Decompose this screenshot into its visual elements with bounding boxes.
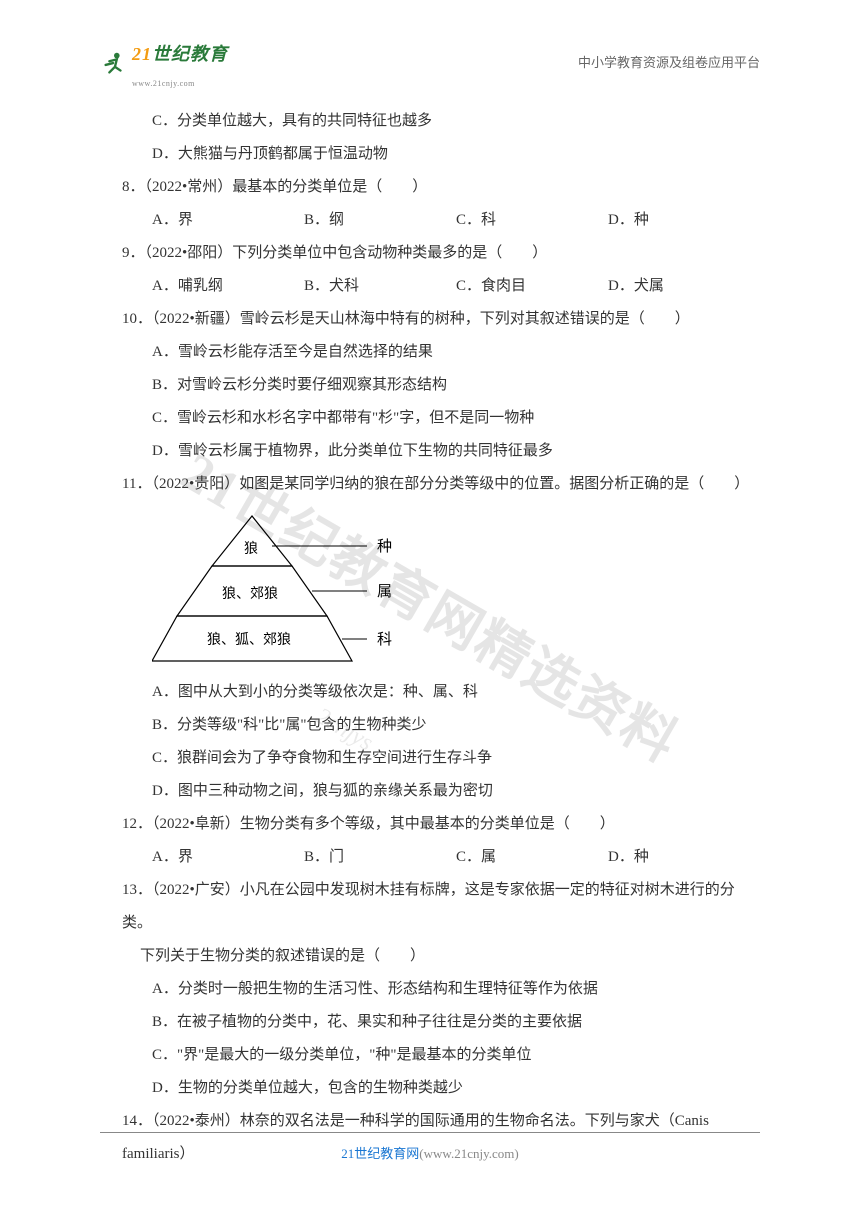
pyramid-l2-label: 属 xyxy=(377,584,392,600)
q7-option-c: C．分类单位越大，具有的共同特征也越多 xyxy=(110,105,760,138)
footer-site: 21世纪教育网 xyxy=(341,1146,419,1161)
q12-options: A．界 B．门 C．属 D．种 xyxy=(110,841,760,874)
q9-options: A．哺乳纲 B．犬科 C．食肉目 D．犬属 xyxy=(110,270,760,303)
q12-option-a: A．界 xyxy=(152,841,304,874)
q13-option-a: A．分类时一般把生物的生活习性、形态结构和生理特征等作为依据 xyxy=(110,973,760,1006)
pyramid-l3-label: 科 xyxy=(377,631,392,648)
page-header: 21世纪教育 www.21cnjy.com 中小学教育资源及组卷应用平台 xyxy=(100,35,760,92)
logo-url: www.21cnjy.com xyxy=(132,75,228,93)
q9-option-b: B．犬科 xyxy=(304,270,456,303)
q9-option-c: C．食肉目 xyxy=(456,270,608,303)
logo: 21世纪教育 www.21cnjy.com xyxy=(100,35,228,92)
q10-option-a: A．雪岭云杉能存活至今是自然选择的结果 xyxy=(110,336,760,369)
q13-stem: 13．（2022•广安）小凡在公园中发现树木挂有标牌，这是专家依据一定的特征对树… xyxy=(110,874,760,940)
q8-option-d: D．种 xyxy=(608,204,760,237)
q9-stem: 9．（2022•邵阳）下列分类单位中包含动物种类最多的是（ ） xyxy=(110,237,760,270)
logo-text: 21世纪教育 www.21cnjy.com xyxy=(132,35,228,92)
q8-option-c: C．科 xyxy=(456,204,608,237)
runner-icon xyxy=(100,50,128,78)
q8-option-a: A．界 xyxy=(152,204,304,237)
q11-stem: 11．（2022•贵阳）如图是某同学归纳的狼在部分分类等级中的位置。据图分析正确… xyxy=(110,468,760,501)
q11-option-a: A．图中从大到小的分类等级依次是：种、属、科 xyxy=(110,676,760,709)
q12-option-b: B．门 xyxy=(304,841,456,874)
q10-stem: 10．（2022•新疆）雪岭云杉是天山林海中特有的树种，下列对其叙述错误的是（ … xyxy=(110,303,760,336)
q13-option-c: C．"界"是最大的一级分类单位，"种"是最基本的分类单位 xyxy=(110,1039,760,1072)
q10-option-b: B．对雪岭云杉分类时要仔细观察其形态结构 xyxy=(110,369,760,402)
q11-option-c: C．狼群间会为了争夺食物和生存空间进行生存斗争 xyxy=(110,742,760,775)
q8-options: A．界 B．纲 C．科 D．种 xyxy=(110,204,760,237)
footer-url: (www.21cnjy.com) xyxy=(419,1146,518,1161)
q7-option-d: D．大熊猫与丹顶鹤都属于恒温动物 xyxy=(110,138,760,171)
q10-option-c: C．雪岭云杉和水杉名字中都带有"杉"字，但不是同一物种 xyxy=(110,402,760,435)
page-footer: 21世纪教育网(www.21cnjy.com) xyxy=(100,1132,760,1171)
q11-option-d: D．图中三种动物之间，狼与狐的亲缘关系最为密切 xyxy=(110,775,760,808)
content-area: C．分类单位越大，具有的共同特征也越多 D．大熊猫与丹顶鹤都属于恒温动物 8．（… xyxy=(110,105,760,1171)
header-platform-text: 中小学教育资源及组卷应用平台 xyxy=(578,49,760,78)
q13-option-d: D．生物的分类单位越大，包含的生物种类越少 xyxy=(110,1072,760,1105)
pyramid-l3-text: 狼、狐、郊狼 xyxy=(207,631,291,648)
q12-option-c: C．属 xyxy=(456,841,608,874)
logo-num: 21 xyxy=(132,44,152,64)
q8-option-b: B．纲 xyxy=(304,204,456,237)
q11-option-b: B．分类等级"科"比"属"包含的生物种类少 xyxy=(110,709,760,742)
pyramid-l2-text: 狼、郊狼 xyxy=(222,585,278,602)
pyramid-diagram: 狼 狼、郊狼 狼、狐、郊狼 种 属 科 xyxy=(110,511,760,666)
pyramid-l1-label: 种 xyxy=(377,538,392,555)
logo-name: 世纪教育 xyxy=(152,44,228,64)
pyramid-l1-text: 狼 xyxy=(244,541,258,557)
q12-stem: 12．（2022•阜新）生物分类有多个等级，其中最基本的分类单位是（ ） xyxy=(110,808,760,841)
q13-option-b: B．在被子植物的分类中，花、果实和种子往往是分类的主要依据 xyxy=(110,1006,760,1039)
q9-option-d: D．犬属 xyxy=(608,270,760,303)
q13-stem2: 下列关于生物分类的叙述错误的是（ ） xyxy=(110,940,760,973)
q8-stem: 8．（2022•常州）最基本的分类单位是（ ） xyxy=(110,171,760,204)
q10-option-d: D．雪岭云杉属于植物界，此分类单位下生物的共同特征最多 xyxy=(110,435,760,468)
q9-option-a: A．哺乳纲 xyxy=(152,270,304,303)
q12-option-d: D．种 xyxy=(608,841,760,874)
